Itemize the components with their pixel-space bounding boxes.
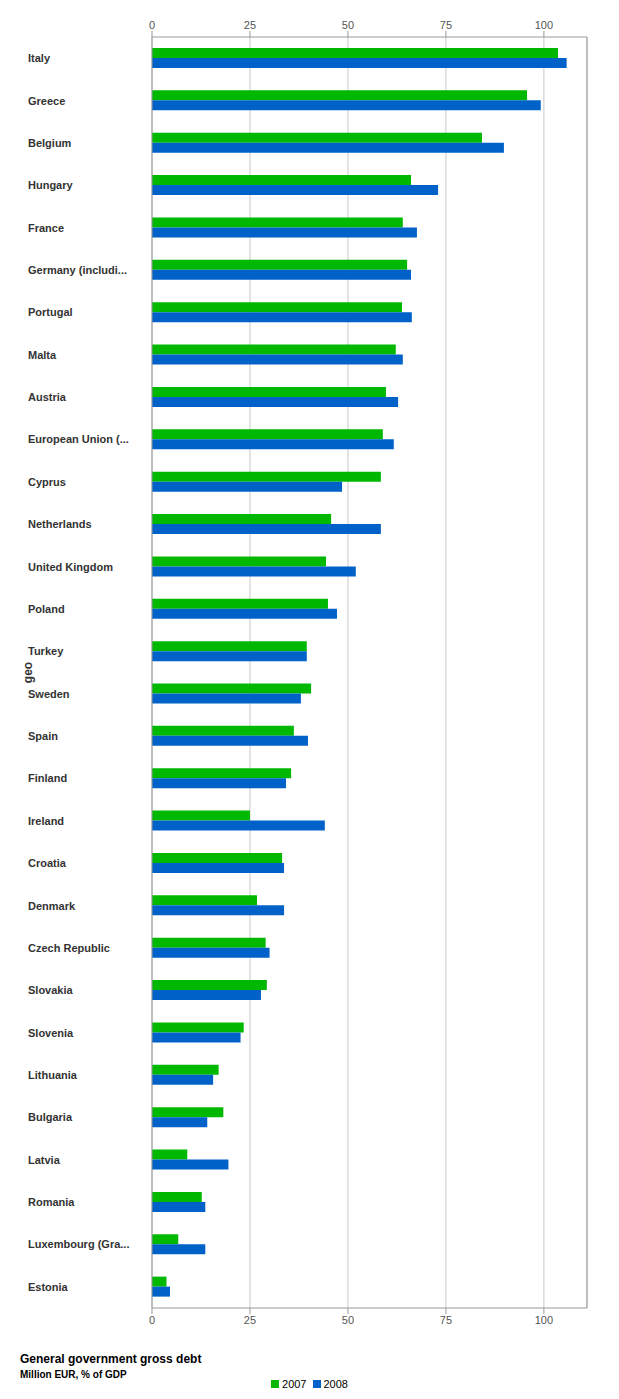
svg-text:Latvia: Latvia xyxy=(28,1154,61,1166)
svg-text:Sweden: Sweden xyxy=(28,688,70,700)
svg-text:25: 25 xyxy=(244,1314,256,1326)
svg-text:Malta: Malta xyxy=(28,349,57,361)
html-text:Million EUR, % of GDP: Million EUR, % of GDP xyxy=(20,1369,127,1380)
svg-text:100: 100 xyxy=(535,19,553,31)
svg-text:Romania: Romania xyxy=(28,1196,75,1208)
svg-text:75: 75 xyxy=(440,1314,452,1326)
svg-text:European Union (...: European Union (... xyxy=(28,433,129,445)
svg-text:Cyprus: Cyprus xyxy=(28,476,66,488)
svg-text:Ireland: Ireland xyxy=(28,815,64,827)
svg-text:Hungary: Hungary xyxy=(28,179,74,191)
html-text:General government gross debt: General government gross debt xyxy=(20,1352,202,1366)
svg-text:Denmark: Denmark xyxy=(28,900,76,912)
svg-text:Bulgaria: Bulgaria xyxy=(28,1111,73,1123)
svg-text:75: 75 xyxy=(440,19,452,31)
svg-text:Greece: Greece xyxy=(28,95,65,107)
svg-text:Poland: Poland xyxy=(28,603,65,615)
svg-text:25: 25 xyxy=(244,19,256,31)
svg-text:50: 50 xyxy=(342,19,354,31)
html-text:2007: 2007 xyxy=(282,1378,307,1390)
svg-text:Czech Republic: Czech Republic xyxy=(28,942,110,954)
svg-text:Slovakia: Slovakia xyxy=(28,984,74,996)
html-text:2008: 2008 xyxy=(323,1378,348,1390)
svg-text:France: France xyxy=(28,222,64,234)
svg-text:United Kingdom: United Kingdom xyxy=(28,561,113,573)
svg-text:0: 0 xyxy=(149,1314,155,1326)
svg-text:Spain: Spain xyxy=(28,730,58,742)
svg-text:0: 0 xyxy=(149,19,155,31)
svg-text:50: 50 xyxy=(342,1314,354,1326)
svg-text:geo: geo xyxy=(21,662,35,683)
svg-text:Netherlands: Netherlands xyxy=(28,518,92,530)
svg-text:100: 100 xyxy=(535,1314,553,1326)
svg-text:Austria: Austria xyxy=(28,391,67,403)
svg-text:Lithuania: Lithuania xyxy=(28,1069,78,1081)
svg-text:Luxembourg (Gra...: Luxembourg (Gra... xyxy=(28,1238,129,1250)
svg-text:Belgium: Belgium xyxy=(28,137,72,149)
svg-text:Estonia: Estonia xyxy=(28,1281,69,1293)
svg-text:Italy: Italy xyxy=(28,52,51,64)
svg-text:Slovenia: Slovenia xyxy=(28,1027,74,1039)
svg-text:Germany (includi...: Germany (includi... xyxy=(28,264,127,276)
svg-text:Portugal: Portugal xyxy=(28,306,73,318)
svg-text:Croatia: Croatia xyxy=(28,857,67,869)
svg-text:Finland: Finland xyxy=(28,772,67,784)
svg-text:Turkey: Turkey xyxy=(28,645,64,657)
